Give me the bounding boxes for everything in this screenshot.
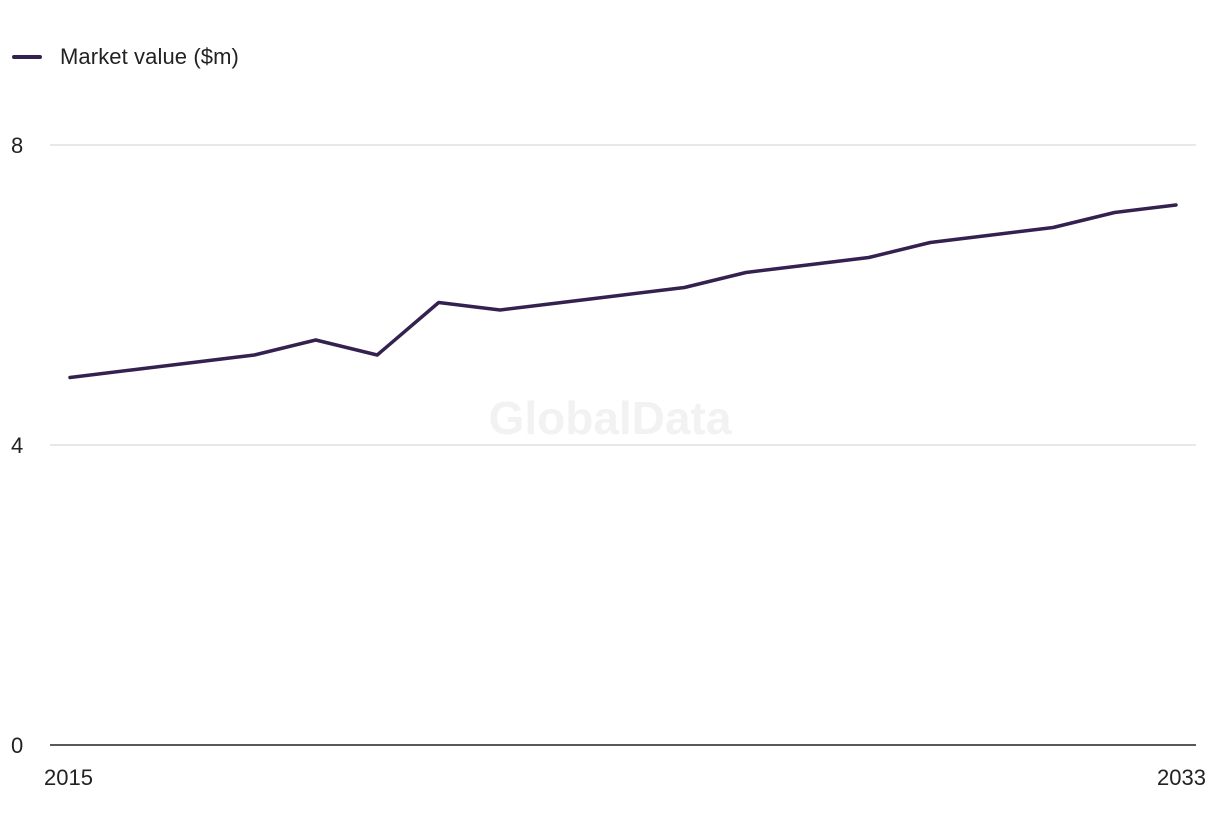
point-layer	[68, 203, 1178, 380]
grid-layer	[50, 144, 1196, 446]
y-tick-label: 0	[11, 733, 23, 758]
chart-legend: Market value ($m)	[12, 46, 239, 68]
y-tick-label: 8	[11, 133, 23, 158]
watermark-text: GlobalData	[489, 392, 732, 444]
legend-label: Market value ($m)	[60, 44, 239, 69]
y-tick-label: 4	[11, 433, 23, 458]
legend-line-swatch	[12, 55, 42, 59]
x-tick-label: 2015	[44, 765, 93, 790]
x-tick-label: 2033	[1157, 765, 1206, 790]
series-layer	[68, 203, 1178, 380]
series-line	[68, 203, 1178, 380]
axis-layer: 0 4 8 2015 2033	[11, 133, 1206, 790]
